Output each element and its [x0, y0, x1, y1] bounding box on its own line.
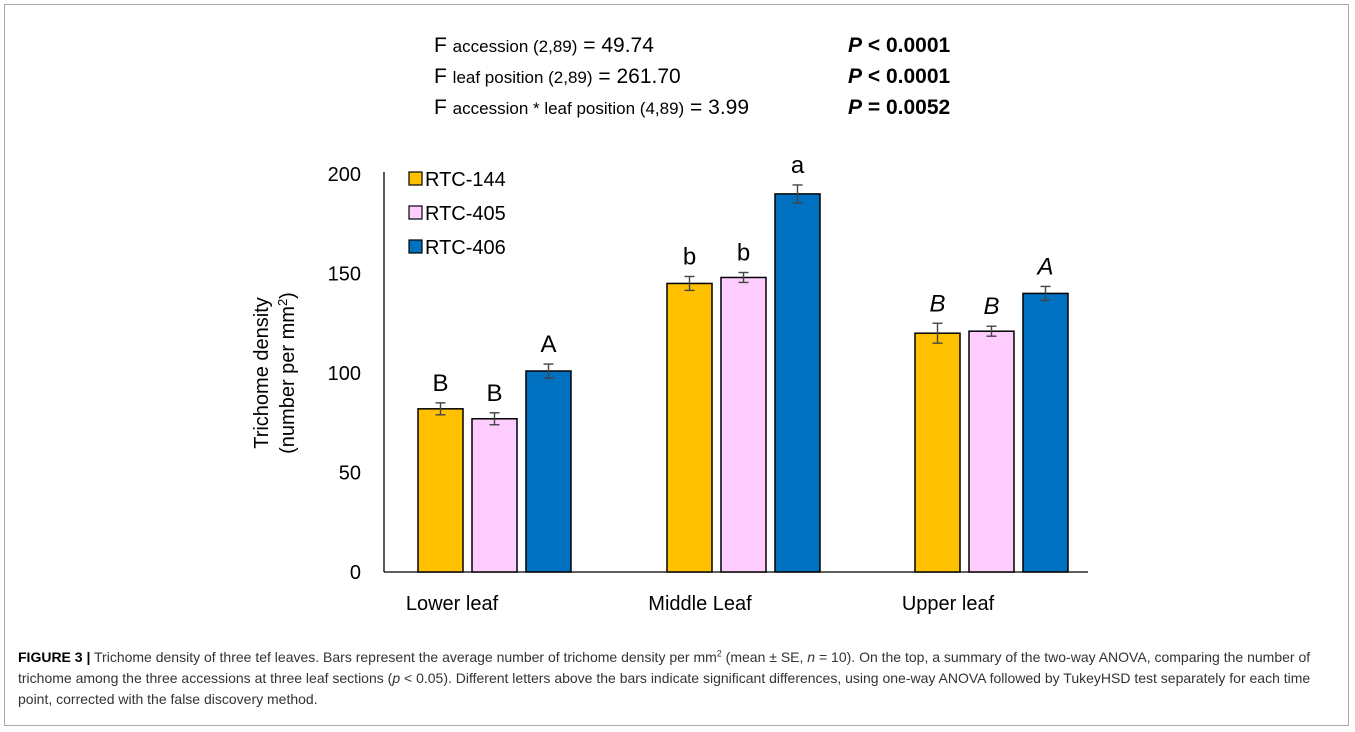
anova-f-label: F	[434, 34, 447, 57]
anova-p-text: < 0.0001	[862, 34, 951, 57]
anova-row-accession: F accession (2,89) = 49.74 P < 0.0001	[434, 30, 950, 61]
significance-letter: A	[540, 331, 556, 358]
caption-text: Trichome density of three tef leaves. Ba…	[90, 649, 717, 665]
figure-caption: FIGURE 3 | Trichome density of three tef…	[18, 647, 1333, 710]
legend-label: RTC-144	[425, 169, 506, 191]
caption-text: < 0.05). Different letters above the bar…	[18, 670, 1311, 707]
anova-p-var: P	[848, 65, 863, 88]
caption-superscript: 2	[716, 648, 722, 659]
y-axis-label-text: )	[277, 292, 299, 299]
anova-term: accession (2,89)	[452, 37, 578, 56]
anova-f-value: = 261.70	[598, 65, 681, 88]
anova-p-text: < 0.0001	[862, 65, 951, 88]
anova-p-value: P < 0.0001	[848, 61, 950, 92]
significance-letter: b	[683, 243, 696, 270]
x-tick-label: Middle Leaf	[648, 593, 752, 615]
anova-f-label: F	[434, 65, 447, 88]
legend-swatch	[408, 239, 423, 254]
bar-RTC-405	[471, 418, 518, 573]
y-tick-label: 100	[328, 363, 361, 385]
anova-term: accession * leaf position (4,89)	[452, 99, 685, 118]
y-axis-label-line1: Trichome density	[251, 297, 273, 449]
legend-swatch	[408, 171, 423, 186]
y-tick-label: 150	[328, 264, 361, 286]
bar-RTC-405	[720, 276, 767, 573]
anova-p-var: P	[848, 34, 863, 57]
bar-RTC-405	[968, 330, 1015, 573]
anova-term: leaf position (2,89)	[452, 68, 593, 87]
significance-letter: B	[432, 370, 448, 397]
significance-letter: b	[737, 240, 750, 267]
significance-letter: a	[791, 152, 805, 179]
bar-RTC-406	[1022, 292, 1069, 573]
bar-RTC-144	[417, 408, 464, 573]
legend-swatch	[408, 205, 423, 220]
significance-letter: B	[929, 290, 945, 317]
caption-text: (mean ± SE,	[721, 649, 808, 665]
bar-RTC-406	[525, 370, 572, 573]
legend-label: RTC-406	[425, 237, 506, 259]
caption-label: FIGURE 3 |	[18, 649, 91, 665]
anova-p-var: P	[848, 96, 863, 119]
y-axis-label-line2: (number per mm2)	[275, 292, 299, 454]
anova-row-leaf-position: F leaf position (2,89) = 261.70 P < 0.00…	[434, 61, 950, 92]
anova-f-value: = 3.99	[690, 96, 750, 119]
significance-letter: A	[1035, 253, 1053, 280]
bar-RTC-144	[914, 332, 961, 573]
anova-summary: F accession (2,89) = 49.74 P < 0.0001 F …	[434, 30, 950, 123]
anova-f-label: F	[434, 96, 447, 119]
bar-chart: 0 50 100 150 200 Trichome density (number per …	[251, 152, 1088, 615]
anova-row-interaction: F accession * leaf position (4,89) = 3.9…	[434, 92, 950, 123]
x-tick-label: Upper leaf	[902, 593, 995, 615]
anova-p-value: P < 0.0001	[848, 30, 950, 61]
bar-RTC-406	[774, 193, 821, 573]
y-axis-label-superscript: 2	[275, 299, 290, 306]
y-axis-label-text: (number per mm	[277, 306, 299, 454]
anova-p-value: P = 0.0052	[848, 92, 950, 123]
significance-letter: B	[486, 380, 502, 407]
y-tick-label: 200	[328, 164, 361, 186]
bar-RTC-144	[666, 282, 713, 573]
caption-p-var: p	[392, 670, 401, 686]
significance-letter: B	[983, 293, 999, 320]
x-tick-label: Lower leaf	[406, 593, 499, 615]
anova-p-text: = 0.0052	[862, 96, 951, 119]
caption-text: = 10). On the top, a summary of the two-…	[18, 649, 1311, 686]
anova-f-value: = 49.74	[583, 34, 654, 57]
caption-n-var: n	[807, 649, 816, 665]
legend-label: RTC-405	[425, 203, 506, 225]
y-tick-label: 0	[350, 562, 361, 584]
y-tick-label: 50	[339, 463, 361, 485]
